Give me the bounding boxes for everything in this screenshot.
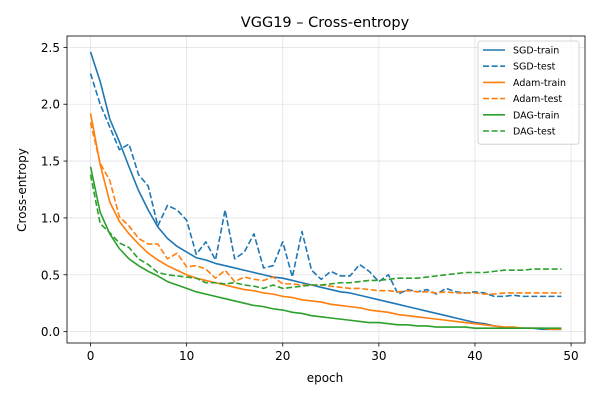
y-tick-label: 0.0 <box>41 325 60 339</box>
legend-label: DAG-test <box>513 127 556 138</box>
y-tick-label: 0.5 <box>41 268 60 282</box>
legend-label: DAG-train <box>513 110 559 121</box>
series-line-dag-test <box>89 174 562 290</box>
series-line-adam-train <box>89 113 562 331</box>
series-line-sgd-train <box>89 51 562 331</box>
x-axis: 0 10 20 30 40 50 <box>87 343 579 363</box>
x-tick-label: 0 <box>87 349 95 363</box>
series-line-sgd-test <box>89 73 562 298</box>
series-layer <box>89 51 562 331</box>
y-tick-label: 1.5 <box>41 155 60 169</box>
x-tick-label: 10 <box>179 349 194 363</box>
y-axis-label: Cross-entropy <box>15 148 29 232</box>
chart-title: VGG19 – Cross-entropy <box>241 15 410 31</box>
x-tick-label: 20 <box>275 349 290 363</box>
plot-frame <box>66 35 586 344</box>
legend-label: Adam-train <box>513 78 566 89</box>
y-axis: 0.0 0.5 1.0 1.5 2.0 2.5 <box>41 41 67 339</box>
y-tick-label: 1.0 <box>41 211 60 225</box>
y-tick-label: 2.0 <box>41 98 60 112</box>
legend: SGD-train SGD-test Adam-train Adam-test DAG-… <box>477 40 580 145</box>
x-tick-label: 50 <box>563 349 578 363</box>
x-tick-label: 40 <box>467 349 482 363</box>
x-tick-label: 30 <box>371 349 386 363</box>
legend-label: Adam-test <box>513 94 562 105</box>
legend-label: SGD-test <box>513 62 556 73</box>
series-line-adam-test <box>89 122 562 295</box>
y-tick-label: 2.5 <box>41 41 60 55</box>
legend-label: SGD-train <box>513 46 559 57</box>
series-line-dag-train <box>89 166 562 330</box>
x-axis-label: epoch <box>307 371 344 385</box>
